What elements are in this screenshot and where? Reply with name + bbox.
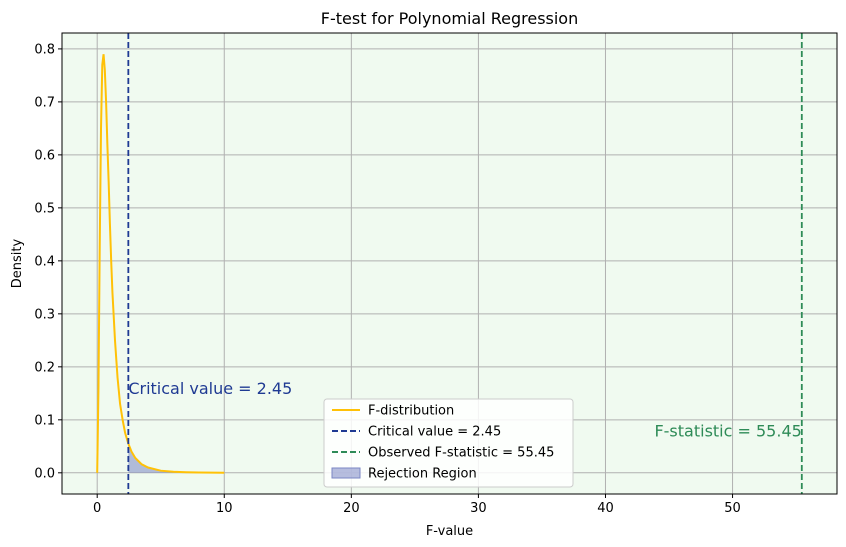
critical-value-annotation: Critical value = 2.45 [128,379,292,398]
legend: F-distribution Critical value = 2.45 Obser… [323,398,574,488]
f-statistic-annotation: F-statistic = 55.45 [654,421,801,440]
legend-f-distribution: F-distribution [332,404,454,419]
grid [62,33,837,494]
y-tick-label: 0.3 [34,307,55,322]
legend-rejection-region-swatch [331,467,361,479]
y-tick-label: 0.4 [34,254,55,269]
legend-f-distribution-label: F-distribution [368,404,454,419]
legend-observed-f-statistic: Observed F-statistic = 55.45 [332,446,554,461]
y-tick-label: 0.1 [34,413,55,428]
legend-critical-value-label: Critical value = 2.45 [368,425,501,440]
x-tick-label: 10 [216,501,233,516]
lines-layer [96,33,803,494]
legend-rejection-region-label: Rejection Region [368,467,477,482]
legend-critical-value: Critical value = 2.45 [332,425,501,440]
rejection-region [128,443,225,473]
x-axis-title: F-value [426,524,473,539]
x-tick-label: 40 [597,501,614,516]
f-distribution-line [96,54,225,474]
y-tick-label: 0.2 [34,360,55,375]
annotations: Critical value = 2.45 F-statistic = 55.45 [128,379,801,440]
legend-box [323,398,574,488]
x-tick-label: 0 [93,501,101,516]
y-tick-label: 0.6 [34,148,55,163]
x-tick-label: 30 [470,501,487,516]
y-tick-label: 0.0 [34,466,55,481]
chart-title: F-test for Polynomial Regression [321,9,578,28]
x-axis-ticks: 0 10 20 30 40 50 [93,494,741,516]
y-tick-label: 0.7 [34,95,55,110]
y-tick-label: 0.8 [34,42,55,57]
plot-frame [61,32,838,495]
rejection-region-layer [128,443,225,473]
y-axis-title: Density [10,238,25,288]
y-axis-ticks: 0.0 0.1 0.2 0.3 0.4 0.5 0.6 0.7 0.8 [34,42,62,481]
legend-rejection-region: Rejection Region [331,467,477,482]
x-tick-label: 50 [724,501,741,516]
x-tick-label: 20 [343,501,360,516]
legend-observed-f-statistic-label: Observed F-statistic = 55.45 [368,446,554,461]
y-tick-label: 0.5 [34,201,55,216]
